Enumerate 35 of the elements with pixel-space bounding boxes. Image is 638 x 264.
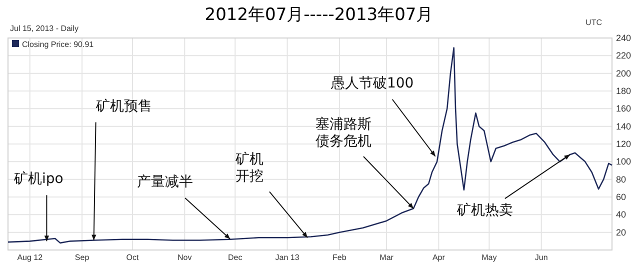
y-tick-label: 240 — [616, 33, 632, 43]
annotation: 塞浦路斯债务危机 — [315, 116, 372, 150]
annotation: 矿机热卖 — [456, 202, 513, 219]
y-tick-label: 180 — [616, 86, 632, 96]
y-tick-label: 200 — [616, 68, 632, 78]
x-tick-label: May — [482, 253, 497, 262]
annotation: 矿机开挖 — [234, 152, 264, 185]
x-tick-label: Apr — [432, 253, 446, 262]
y-tick-label: 220 — [616, 50, 632, 61]
annotation: 愚人节破100 — [330, 75, 414, 92]
annotation: 矿机预售 — [94, 98, 152, 114]
annotation: 产量减半 — [137, 174, 194, 190]
y-tick-label: 100 — [616, 156, 632, 167]
x-tick-label: Sep — [74, 253, 90, 262]
y-tick-label: 20 — [616, 227, 626, 238]
legend-label: Closing Price: 90.91 — [22, 40, 94, 49]
chart-title: 2012年07月-----2013年07月 — [204, 5, 434, 25]
x-tick-label: Mar — [380, 253, 394, 262]
x-tick-label: Dec — [228, 253, 242, 262]
chart-subtitle: Jul 15, 2013 - Daily — [10, 24, 78, 33]
y-tick-label: 60 — [616, 192, 626, 202]
y-tick-label: 140 — [616, 121, 632, 132]
x-tick-label: Jun — [534, 253, 548, 262]
x-tick-label: Nov — [178, 253, 192, 262]
y-tick-label: 80 — [616, 174, 626, 184]
annotation: 矿机ipo — [13, 171, 64, 188]
x-tick-label: Oct — [126, 253, 140, 262]
y-tick-label: 120 — [616, 139, 632, 149]
x-tick-label: Jan 13 — [275, 253, 300, 262]
x-tick-label: Aug 12 — [17, 253, 44, 262]
x-tick-label: Feb — [332, 253, 347, 262]
text: UTC — [586, 18, 602, 27]
y-tick-label: 160 — [616, 104, 632, 114]
y-tick-label: 40 — [616, 210, 626, 220]
line-series — [7, 47, 613, 244]
